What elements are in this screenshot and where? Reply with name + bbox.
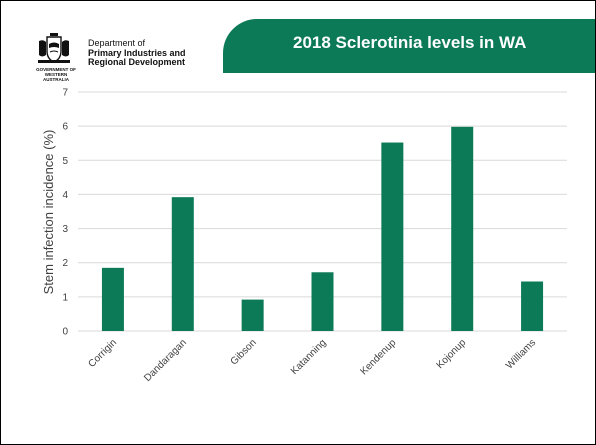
x-tick-label: Kojonup (435, 337, 469, 371)
slide-title: 2018 Sclerotinia levels in WA (293, 33, 527, 52)
x-tick-label: Katanning (289, 337, 329, 377)
department-name: Department of Primary Industries and Reg… (88, 38, 186, 67)
y-tick-label: 0 (62, 327, 68, 338)
y-tick-label: 7 (62, 88, 68, 99)
bar (171, 197, 194, 331)
wa-coat-of-arms-logo (38, 33, 70, 63)
bar (101, 267, 124, 331)
x-tick-label: Corrigin (87, 337, 120, 370)
y-tick-label: 3 (62, 224, 68, 235)
bar (241, 299, 264, 331)
bar (311, 272, 334, 331)
x-tick-label: Williams (504, 337, 538, 371)
bar (521, 281, 544, 331)
x-tick-label: Kendenup (358, 337, 398, 377)
y-tick-label: 1 (62, 292, 68, 303)
title-banner: 2018 Sclerotinia levels in WA (223, 19, 595, 73)
bar (451, 126, 474, 331)
y-tick-label: 6 (62, 122, 68, 133)
x-tick-label: Gibson (229, 337, 259, 367)
y-axis-label: Stem infection incidence (%) (41, 130, 56, 295)
bar (381, 142, 404, 331)
y-tick-label: 4 (62, 190, 68, 201)
government-wordmark: GOVERNMENT OF WESTERN AUSTRALIA (36, 67, 76, 82)
y-tick-label: 5 (62, 156, 68, 167)
y-tick-label: 2 (62, 258, 68, 269)
x-tick-label: Dandaragan (142, 337, 189, 384)
